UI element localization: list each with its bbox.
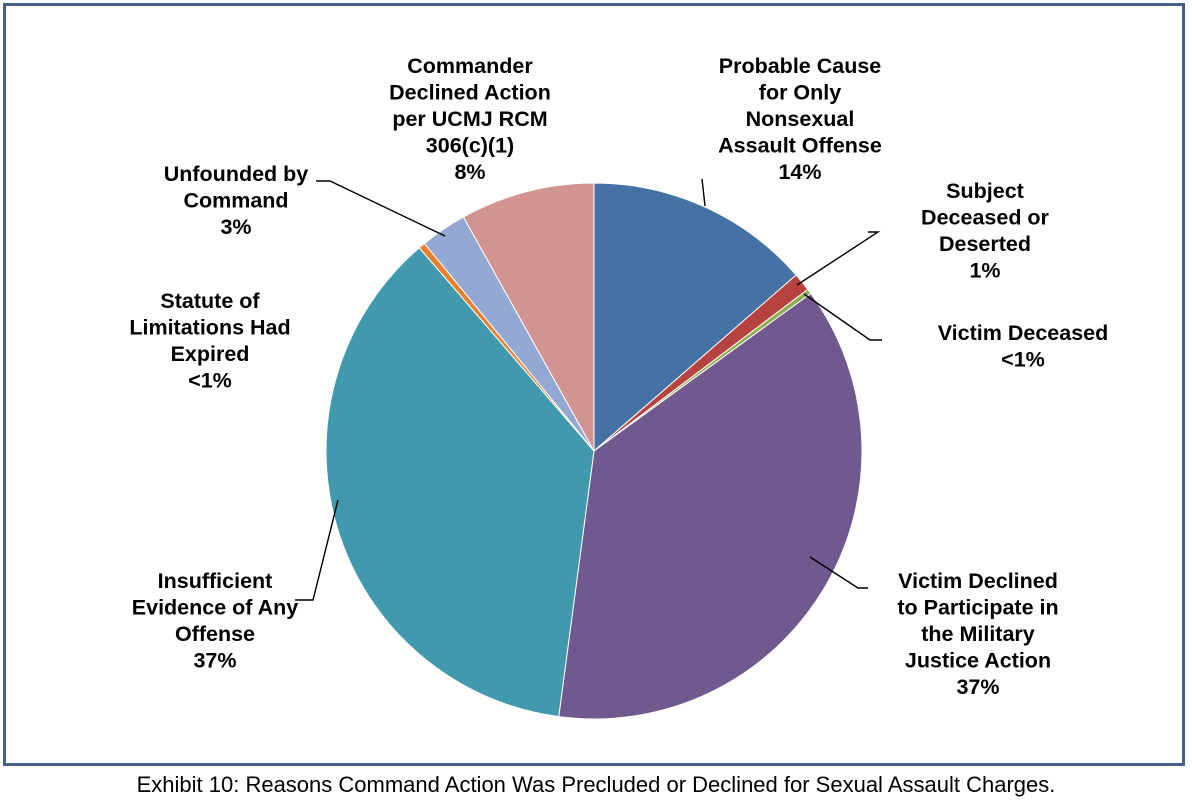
exhibit-caption: Exhibit 10: Reasons Command Action Was P… — [136, 772, 1056, 797]
pie-chart: Probable Cause for Only Nonsexual Assault O… — [129, 54, 1109, 720]
leader-line-subject-deceased-or-deserted — [796, 231, 881, 286]
leader-line-unfounded-by-command — [316, 180, 446, 237]
slice-label-victim-deceased: Victim Deceased <1% — [938, 321, 1109, 372]
pie-slice-commander-declined-action-per-ucmj-rcm-306-c-1 — [462, 182, 595, 453]
slice-label-subject-deceased-or-deserted: Subject Deceased or Deserted 1% — [921, 179, 1050, 283]
pie-slice-probable-cause-for-only-nonsexual-assault-offense — [593, 182, 797, 453]
leader-line-victim-deceased — [803, 293, 882, 341]
slice-label-probable-cause-for-only-nonsexual-assault-offense: Probable Cause for Only Nonsexual Assault O… — [718, 54, 882, 184]
slice-label-victim-declined-to-participate-in-the-military-justice-action: Victim Declined to Participate in the Mili… — [897, 569, 1058, 699]
slice-label-insufficient-evidence-of-any-offense: Insufficient Evidence of Any Offense 37% — [132, 569, 299, 673]
leader-line-insufficient-evidence-of-any-offense — [295, 499, 339, 601]
leader-line-victim-declined-to-participate-in-the-military-justice-action — [809, 556, 868, 589]
pie-slice-victim-declined-to-participate-in-the-military-justice-action — [558, 292, 863, 720]
pie-slice-insufficient-evidence-of-any-offense — [325, 247, 595, 718]
leader-line-probable-cause-for-only-nonsexual-assault-offense — [701, 178, 706, 207]
slice-label-statute-of-limitations-had-expired: Statute of Limitations Had Expired <1% — [129, 289, 290, 393]
slice-label-unfounded-by-command: Unfounded by Command 3% — [164, 162, 309, 239]
slice-label-commander-declined-action-per-ucmj-rcm-306-c-1: Commander Declined Action per UCMJ RCM 306(… — [389, 54, 551, 184]
